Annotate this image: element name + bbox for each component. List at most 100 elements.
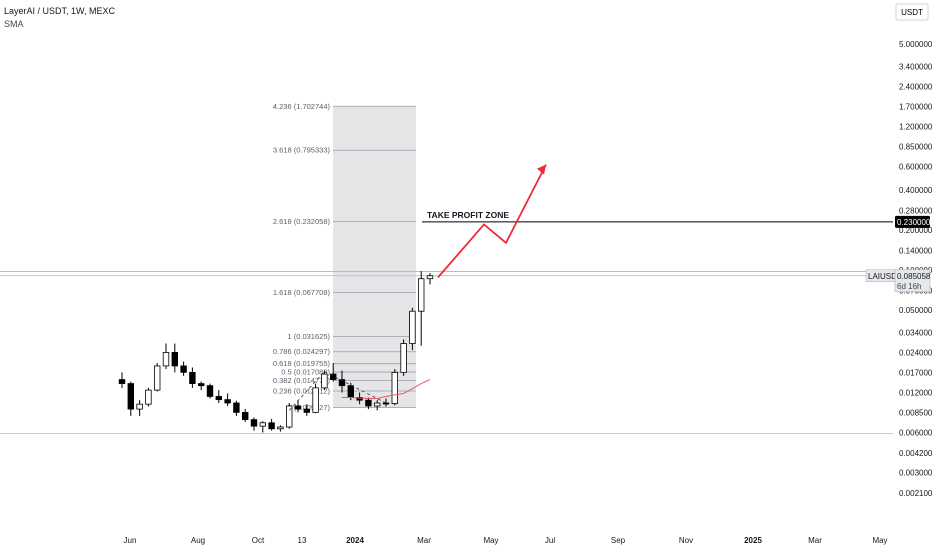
candle <box>321 370 328 391</box>
y-axis-tick: 3.400000 <box>899 62 932 71</box>
bull-candle-body <box>400 343 407 373</box>
x-axis-tick: May <box>483 536 498 545</box>
candle <box>417 271 425 346</box>
x-axis-tick: Mar <box>808 536 822 545</box>
fib-level-label: 2.618 (0.232058) <box>273 217 331 226</box>
bull-candle-body <box>373 402 381 407</box>
candle <box>197 381 205 391</box>
arrow-head-icon <box>537 164 546 175</box>
y-axis-tick: 0.400000 <box>899 186 932 195</box>
y-axis-tick: 0.003000 <box>899 469 932 478</box>
sma-layer <box>342 379 431 400</box>
currency-button[interactable]: USDT <box>895 3 929 21</box>
bear-candle-body <box>171 352 178 367</box>
x-axis-tick: May <box>872 536 887 545</box>
candles-layer <box>118 271 434 433</box>
y-axis-tick: 0.850000 <box>899 142 932 151</box>
fib-level-label: 0.236 (0.012312) <box>273 386 331 395</box>
y-axis-tick: 0.024000 <box>899 348 932 357</box>
currency-button-frame[interactable] <box>895 3 929 21</box>
x-axis-tick: Mar <box>417 536 431 545</box>
candle <box>277 425 284 432</box>
bear-candle-body <box>233 402 240 413</box>
candle <box>189 367 196 388</box>
axes-layer: 5.000000 3.400000 2.400000 1.700000 1.200000… <box>124 40 932 545</box>
fib-level-label: 1.618 (0.067708) <box>273 288 331 297</box>
y-axis-tick: 0.004200 <box>899 449 932 458</box>
fib-extension: 4.236 (1.702744) 3.618 (0.795333) 2.618 (0… <box>273 102 416 412</box>
bear-candle-body <box>241 411 249 421</box>
y-axis-tick: 1.200000 <box>899 122 932 131</box>
candle <box>268 418 275 431</box>
x-axis-tick: Jun <box>124 536 137 545</box>
candle <box>409 307 416 351</box>
dashed-trendline <box>288 371 325 411</box>
candle <box>206 383 214 399</box>
y-axis-tick: 0.280000 <box>899 207 932 216</box>
candle <box>118 372 126 388</box>
bear-candle-body <box>382 402 390 405</box>
bull-candle-body <box>285 405 293 428</box>
candle <box>294 400 302 413</box>
bear-candle-body <box>197 383 205 387</box>
bull-candle-body <box>391 371 398 404</box>
candle <box>180 361 187 376</box>
candle <box>215 390 222 403</box>
bull-candle-body <box>321 373 328 389</box>
bear-candle-body <box>329 373 337 380</box>
y-axis-tick: 0.002100 <box>899 489 932 498</box>
horizontal-levels: TAKE PROFIT ZONE <box>0 210 893 434</box>
bull-candle-body <box>145 389 152 405</box>
fib-level-label: 1 (0.031625) <box>287 332 330 341</box>
bear-candle-body <box>189 371 196 384</box>
x-axis-tick: Aug <box>191 536 205 545</box>
y-axis-tick: 0.012000 <box>899 388 932 397</box>
candle <box>233 400 240 416</box>
bear-candle-body <box>118 379 126 384</box>
y-axis-tick: 2.400000 <box>899 82 932 91</box>
symbol-tag-text: LAIUSDT <box>868 272 902 281</box>
candle <box>250 417 258 431</box>
y-axis-tick: 0.008500 <box>899 408 932 417</box>
indicator-label[interactable]: SMA <box>4 19 24 29</box>
y-axis-tick: 0.017000 <box>899 368 932 377</box>
take-profit-price-text: 0.230000 <box>897 218 931 227</box>
bull-candle-body <box>417 278 425 312</box>
y-axis-tick: 0.200000 <box>899 226 932 235</box>
bear-candle-body <box>250 419 258 427</box>
currency-button-label[interactable]: USDT <box>901 8 923 17</box>
x-axis-tick: 2025 <box>744 536 762 545</box>
candle <box>303 404 310 416</box>
bear-candle-body <box>224 399 231 404</box>
bull-candle-body <box>136 403 143 410</box>
bear-candle-body <box>365 399 372 407</box>
candle <box>136 400 143 416</box>
fib-level-label: 0.5 (0.017083) <box>281 368 330 377</box>
candle <box>373 400 381 411</box>
candle <box>400 339 407 376</box>
candle <box>329 362 337 382</box>
bear-candle-body <box>215 396 222 401</box>
bear-candle-body <box>206 385 214 397</box>
bear-candle-body <box>294 405 302 410</box>
candle <box>241 409 249 422</box>
bull-candle-body <box>312 387 319 413</box>
bear-candle-body <box>127 383 134 410</box>
bull-candle-body <box>409 310 416 344</box>
fib-level-label: 0.786 (0.024297) <box>273 347 331 356</box>
x-axis-tick: 2024 <box>346 536 364 545</box>
take-profit-label: TAKE PROFIT ZONE <box>427 210 509 220</box>
candle <box>426 272 434 285</box>
y-axis-tick: 1.700000 <box>899 102 932 111</box>
x-axis-tick: Oct <box>252 536 265 545</box>
candle <box>285 403 293 429</box>
chart-title: LayerAI / USDT, 1W, MEXC <box>4 6 116 16</box>
bull-candle-body <box>162 352 170 367</box>
y-axis-tick: 5.000000 <box>899 40 932 49</box>
bear-candle-body <box>356 397 363 401</box>
bear-candle-body <box>268 422 275 430</box>
candle <box>312 383 319 414</box>
candle <box>259 421 266 433</box>
